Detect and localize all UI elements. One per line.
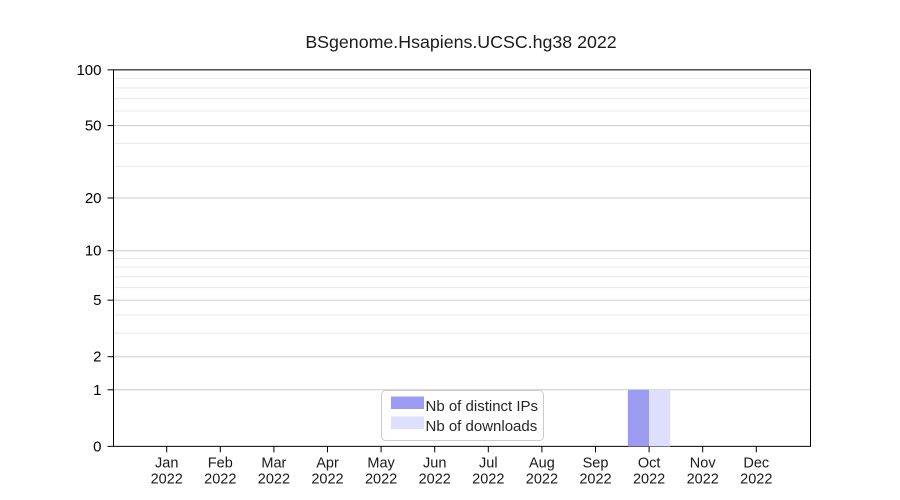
svg-text:Nov: Nov (690, 456, 717, 472)
svg-text:20: 20 (85, 190, 102, 207)
svg-text:Aug: Aug (529, 456, 555, 472)
svg-text:100: 100 (76, 62, 101, 79)
svg-text:2022: 2022 (365, 472, 397, 488)
svg-text:Jan: Jan (155, 456, 178, 472)
svg-text:Jun: Jun (423, 456, 446, 472)
svg-text:Mar: Mar (261, 456, 286, 472)
svg-text:2022: 2022 (472, 472, 504, 488)
svg-text:2022: 2022 (151, 472, 183, 488)
svg-text:5: 5 (93, 292, 101, 309)
svg-text:2: 2 (93, 349, 101, 366)
svg-text:2022: 2022 (258, 472, 290, 488)
svg-text:0: 0 (93, 438, 101, 455)
svg-text:BSgenome.Hsapiens.UCSC.hg38 20: BSgenome.Hsapiens.UCSC.hg38 2022 (305, 32, 616, 52)
svg-text:2022: 2022 (687, 472, 719, 488)
svg-text:2022: 2022 (311, 472, 343, 488)
svg-text:Sep: Sep (583, 456, 609, 472)
svg-text:10: 10 (85, 243, 102, 260)
svg-text:May: May (367, 456, 395, 472)
svg-text:Feb: Feb (208, 456, 233, 472)
svg-text:2022: 2022 (740, 472, 772, 488)
svg-text:Dec: Dec (743, 456, 769, 472)
svg-text:Nb of distinct IPs: Nb of distinct IPs (426, 398, 539, 415)
svg-text:1: 1 (93, 382, 101, 399)
svg-text:50: 50 (85, 118, 102, 135)
svg-text:2022: 2022 (419, 472, 451, 488)
svg-text:Nb of downloads: Nb of downloads (426, 418, 538, 435)
svg-text:2022: 2022 (204, 472, 236, 488)
svg-text:Oct: Oct (638, 456, 661, 472)
svg-text:Apr: Apr (316, 456, 339, 472)
svg-text:Jul: Jul (479, 456, 498, 472)
svg-text:2022: 2022 (579, 472, 611, 488)
svg-text:2022: 2022 (526, 472, 558, 488)
svg-text:2022: 2022 (633, 472, 665, 488)
